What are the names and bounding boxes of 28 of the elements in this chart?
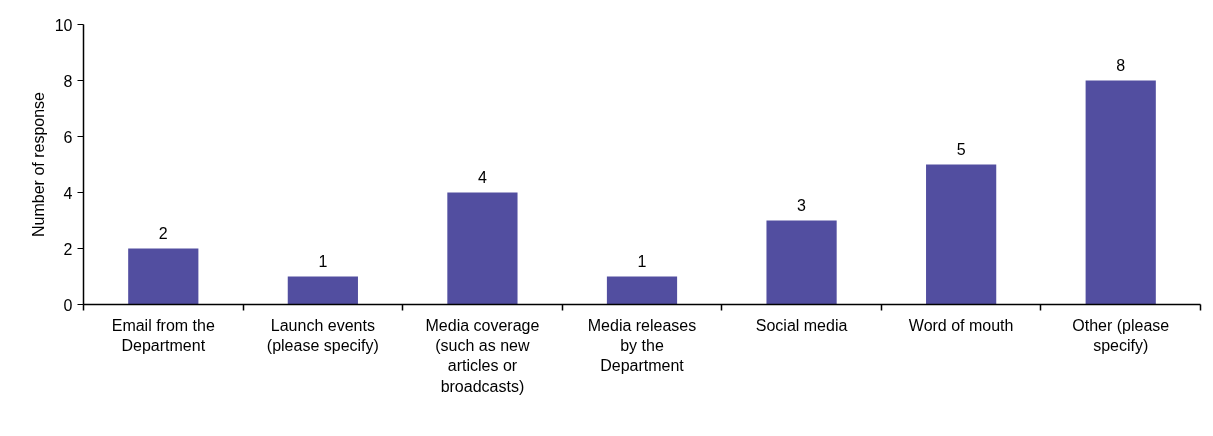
data-label: 1 bbox=[637, 252, 647, 270]
y-tick-label: 4 bbox=[63, 184, 73, 202]
x-tick-label: Media releases by the Department bbox=[587, 316, 697, 375]
y-tick-label: 8 bbox=[63, 72, 73, 90]
y-axis-title: Number of response bbox=[29, 91, 47, 237]
bar bbox=[128, 248, 199, 305]
y-tick-label: 0 bbox=[63, 296, 73, 314]
x-tick-label: Social media bbox=[755, 316, 848, 334]
bar bbox=[287, 276, 358, 305]
bar bbox=[447, 192, 518, 305]
x-tick-label: Word of mouth bbox=[908, 316, 1014, 334]
data-label: 5 bbox=[956, 140, 966, 158]
data-label: 8 bbox=[1116, 56, 1126, 74]
bar bbox=[606, 276, 678, 305]
data-label: 3 bbox=[797, 196, 807, 214]
bar bbox=[766, 220, 837, 305]
data-label: 1 bbox=[318, 252, 328, 270]
y-tick-label: 6 bbox=[63, 128, 73, 146]
x-tick-label: Other (please specify) bbox=[1072, 316, 1170, 354]
data-label: 4 bbox=[477, 168, 487, 186]
data-label: 2 bbox=[158, 224, 168, 242]
bar bbox=[926, 164, 997, 305]
y-tick-label: 10 bbox=[54, 16, 73, 34]
x-tick-label: Launch events (please specify) bbox=[266, 316, 379, 354]
x-tick-label: Email from the Department bbox=[111, 316, 215, 354]
bar bbox=[1085, 80, 1156, 305]
y-tick-label: 2 bbox=[63, 240, 73, 258]
x-tick-label: Media coverage (such as new articles or broadcasts) bbox=[425, 316, 540, 395]
